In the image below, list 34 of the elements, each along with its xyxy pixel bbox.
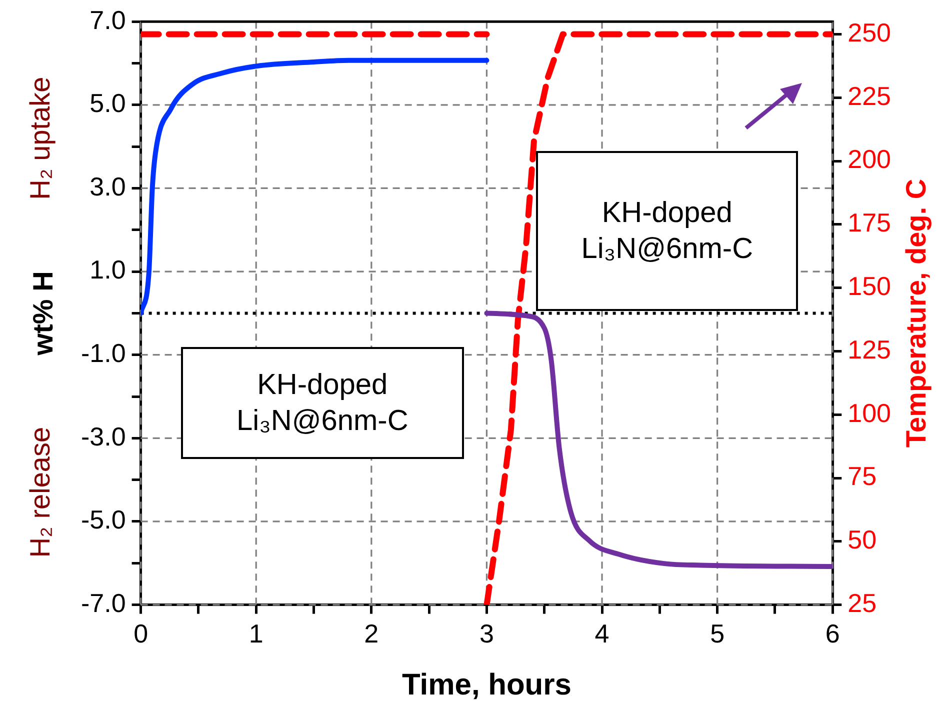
y2-tick-label: 150 bbox=[848, 271, 892, 302]
x-tick-label: 0 bbox=[134, 618, 148, 649]
y-tick-label: 7.0 bbox=[90, 4, 126, 35]
text-box: KH-doped Li₃N@6nm-C bbox=[181, 346, 464, 459]
y2-tick-label: 175 bbox=[848, 208, 892, 238]
x-tick-label: 4 bbox=[594, 618, 610, 649]
x-tick-label: 6 bbox=[825, 618, 840, 649]
annotation: KH-doped Li₃N@6nm-C bbox=[580, 196, 754, 267]
y2-axis-title: Temperature, deg. C bbox=[900, 178, 932, 448]
y2-tick-label: 100 bbox=[848, 398, 892, 428]
y-tick-label: -7.0 bbox=[80, 588, 126, 618]
y-tick-label: -5.0 bbox=[80, 504, 126, 535]
text-box: KH-doped Li₃N@6nm-C bbox=[536, 150, 798, 312]
y-tick-label: 1.0 bbox=[90, 254, 126, 285]
text: H₂ uptake bbox=[24, 76, 56, 200]
y2-tick-label: 25 bbox=[848, 588, 877, 618]
text: H₂ release bbox=[24, 426, 56, 558]
y2-tick-label: 75 bbox=[848, 461, 877, 492]
x-tick-label: 1 bbox=[248, 618, 264, 649]
x-tick-label: 3 bbox=[479, 618, 494, 649]
x-tick-label: 2 bbox=[364, 618, 379, 649]
y2-tick-label: 50 bbox=[848, 524, 877, 555]
y2-tick-label: 125 bbox=[848, 334, 892, 364]
y-tick-label: 3.0 bbox=[90, 171, 126, 202]
y-axis-title: wt% H bbox=[28, 271, 59, 356]
annotation: KH-doped Li₃N@6nm-C bbox=[236, 368, 410, 439]
y-tick-label: -3.0 bbox=[80, 421, 126, 452]
x-axis-title: Time, hours bbox=[402, 668, 572, 702]
x-tick-label: 5 bbox=[710, 618, 725, 649]
y2-tick-label: 250 bbox=[848, 17, 892, 48]
y2-tick-label: 200 bbox=[848, 144, 892, 174]
y-tick-label: 5.0 bbox=[90, 88, 126, 118]
y-tick-label: -1.0 bbox=[80, 338, 126, 368]
y2-tick-label: 225 bbox=[848, 80, 892, 111]
